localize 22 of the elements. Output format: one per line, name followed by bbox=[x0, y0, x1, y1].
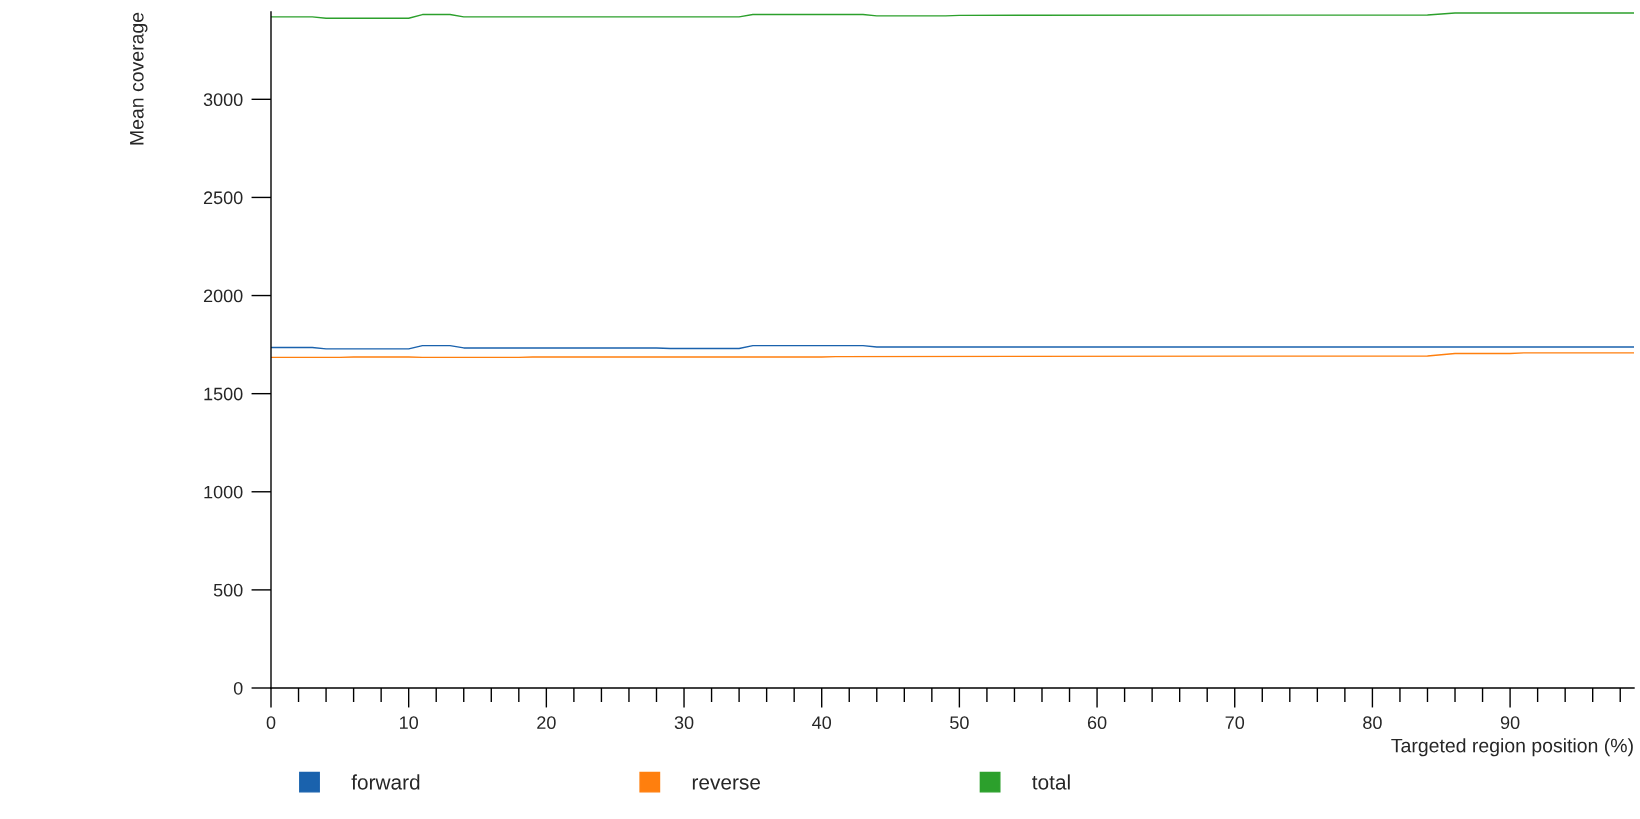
y-tick-label: 0 bbox=[233, 681, 243, 695]
y-tick-label: 1500 bbox=[204, 387, 243, 401]
x-tick-label: 40 bbox=[812, 716, 832, 730]
y-tick-label: 500 bbox=[213, 583, 243, 597]
x-axis-title: Targeted region position (%) bbox=[1391, 738, 1633, 757]
x-tick-label: 80 bbox=[1363, 716, 1382, 730]
legend-label: forward bbox=[351, 774, 420, 790]
y-tick-label: 1000 bbox=[204, 485, 243, 499]
y-tick-label: 3000 bbox=[203, 93, 243, 107]
x-tick-label: 90 bbox=[1500, 716, 1520, 730]
x-tick-label: 60 bbox=[1087, 716, 1107, 730]
y-axis-title: Mean coverage bbox=[130, 12, 148, 145]
x-tick-label: 50 bbox=[950, 716, 969, 730]
x-tick-label: 0 bbox=[266, 716, 276, 730]
x-tick-label: 30 bbox=[674, 716, 694, 730]
x-tick-label: 20 bbox=[537, 716, 556, 730]
legend-label: reverse bbox=[692, 778, 761, 790]
legend-label: total bbox=[1032, 774, 1070, 790]
y-tick-label: 2500 bbox=[203, 191, 243, 205]
x-tick-label: 10 bbox=[400, 716, 419, 730]
x-tick-label: 70 bbox=[1225, 716, 1245, 730]
y-tick-label: 2000 bbox=[203, 289, 243, 303]
